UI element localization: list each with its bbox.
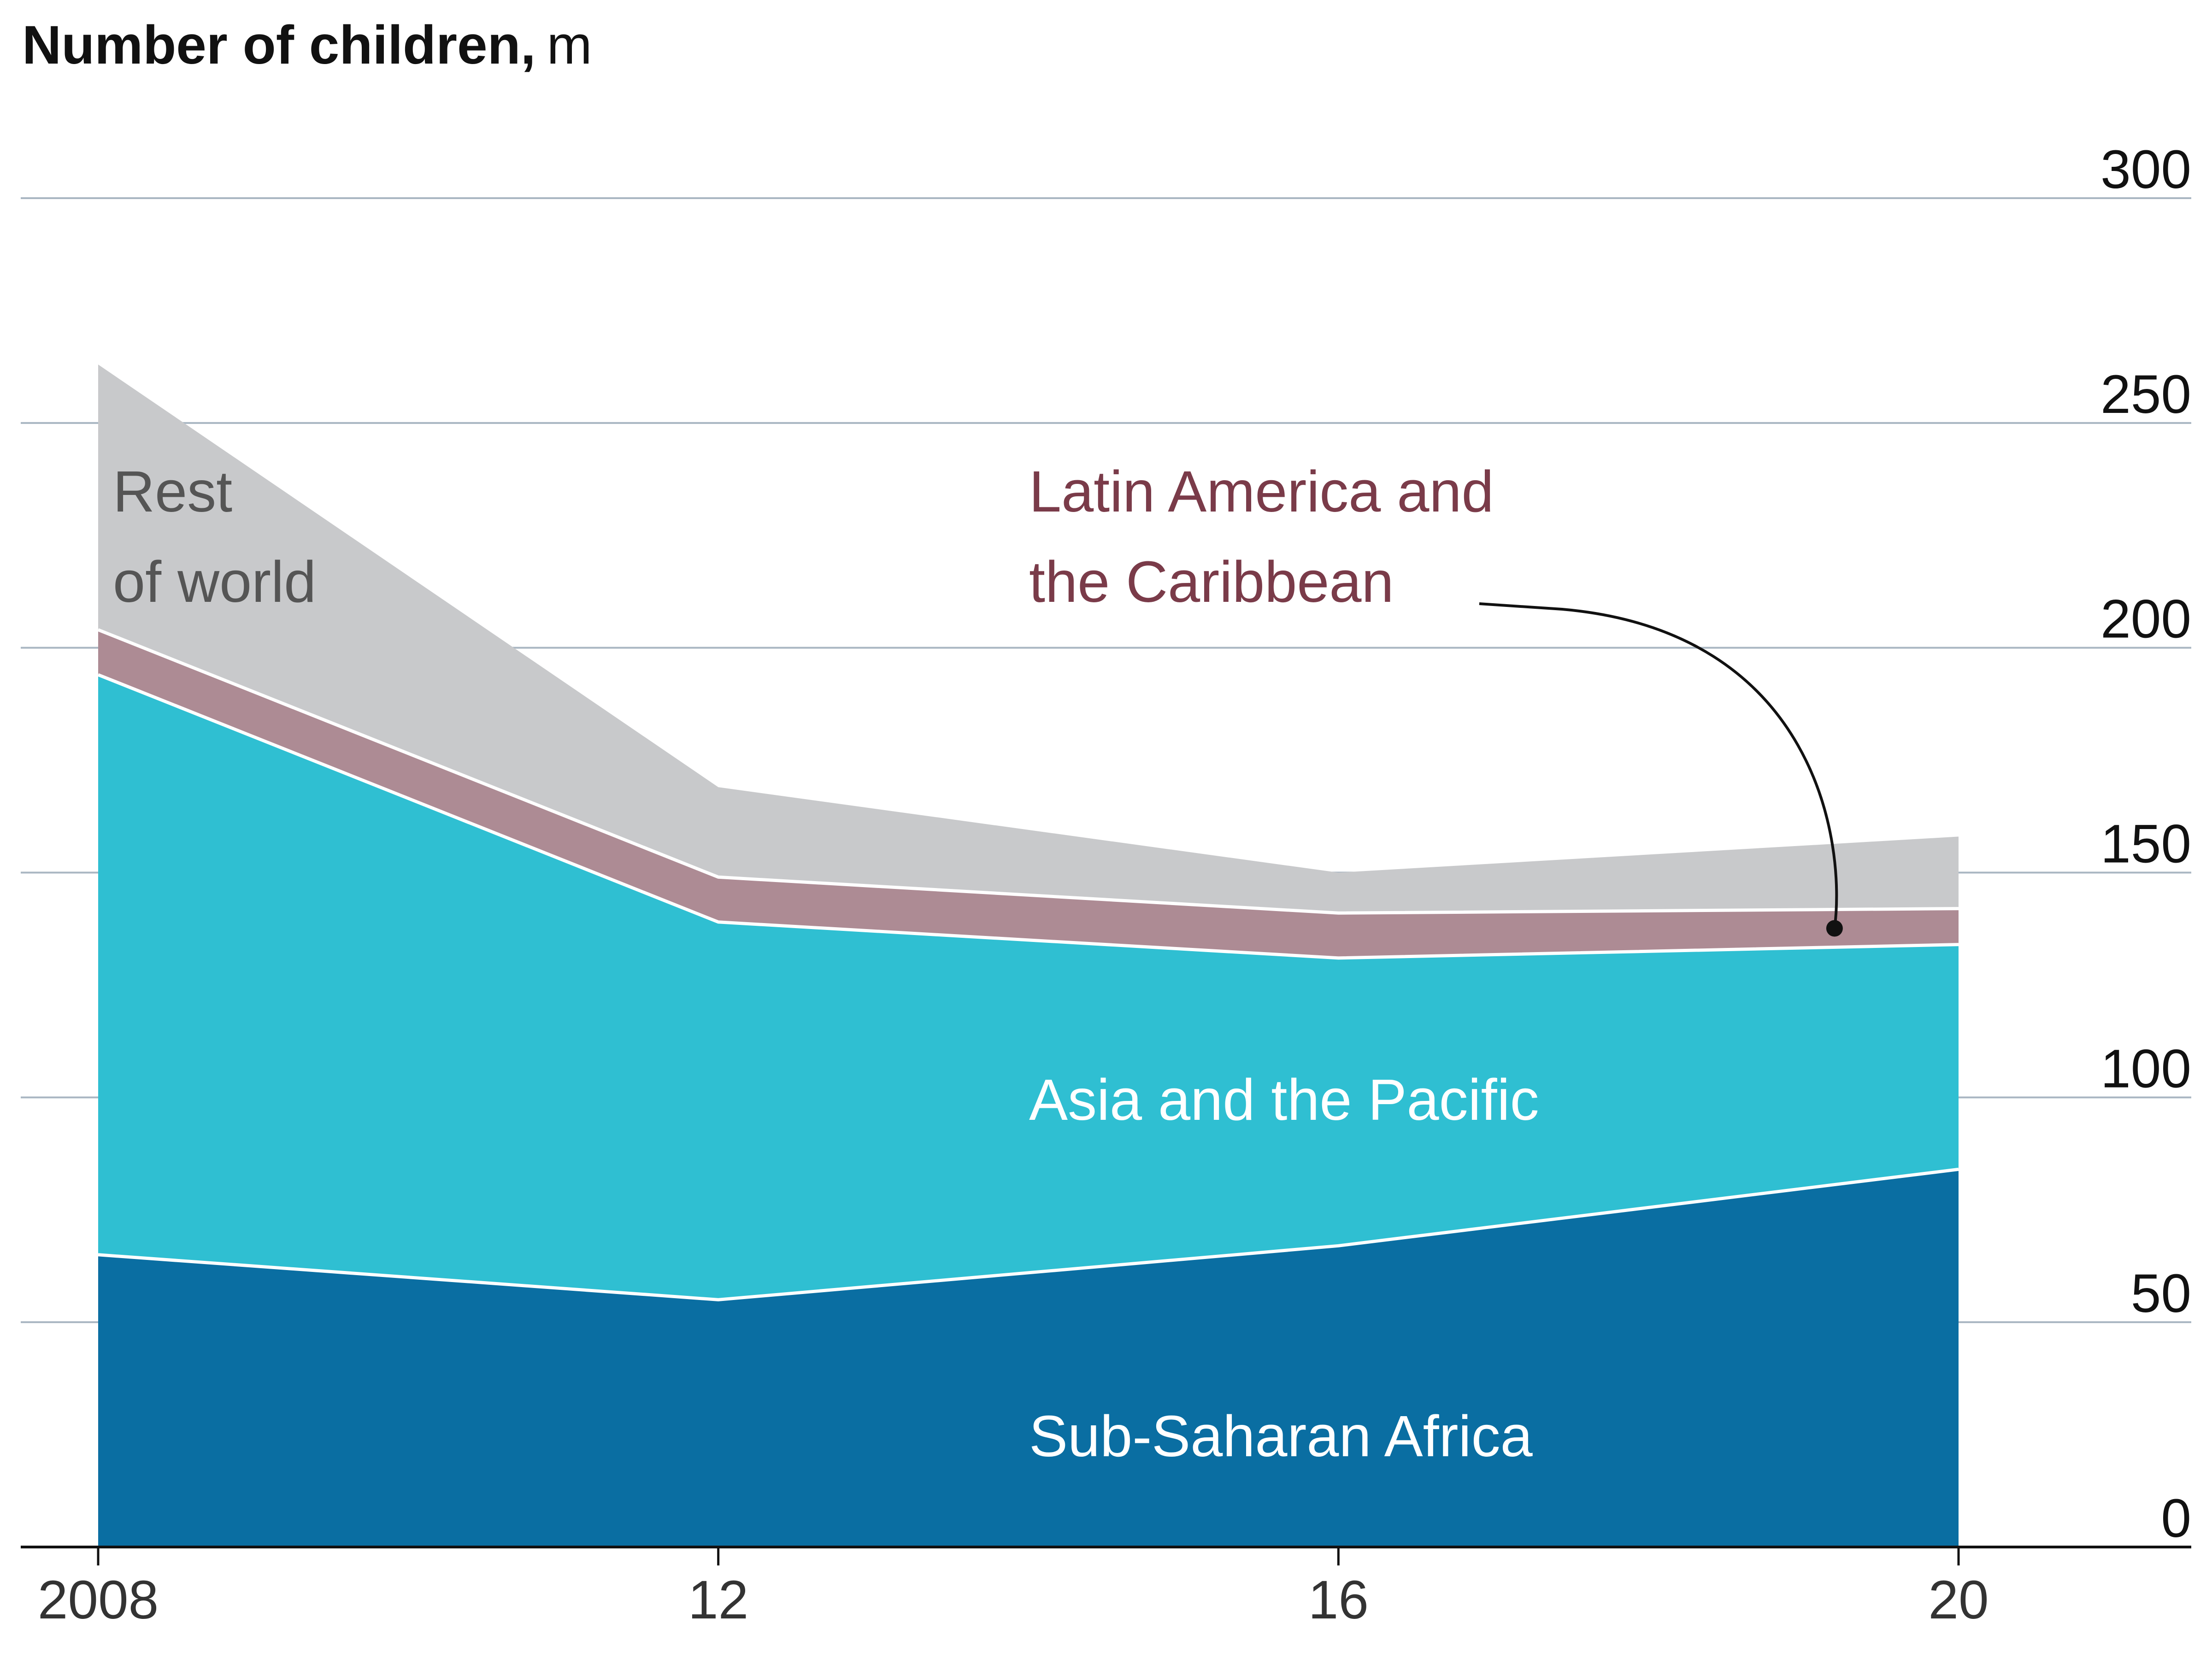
area-rest-of-world	[98, 365, 1959, 913]
y-tick-label: 250	[2100, 364, 2191, 425]
y-tick-label: 150	[2100, 814, 2191, 875]
area-latin-america-and-the-caribbean	[98, 629, 1959, 958]
x-tick-label: 2008	[38, 1570, 159, 1630]
x-axis	[21, 1546, 2191, 1565]
series-boundaries	[97, 628, 1959, 1301]
series-boundary	[97, 628, 1959, 915]
series-boundary	[97, 673, 1959, 960]
chart-title-text: Number of children,	[22, 15, 536, 76]
label-rest-of-world-line: of world	[113, 549, 316, 614]
label-latin-america-and-the-caribbean: Latin America and the Caribbean	[1029, 459, 1494, 614]
label-asia-and-the-pacific: Asia and the Pacific	[1029, 1067, 1539, 1132]
chart-title: Number of children, m	[22, 15, 592, 76]
y-tick-label: 200	[2100, 589, 2191, 650]
label-sub-saharan-africa-line: Sub-Saharan Africa	[1029, 1404, 1533, 1469]
y-tick-label: 100	[2100, 1038, 2191, 1099]
area-series	[98, 365, 1959, 1547]
y-tick-label: 300	[2100, 139, 2191, 200]
series-boundary	[98, 1167, 1959, 1301]
chart-unit: m	[547, 15, 592, 76]
x-tick-label: 20	[1928, 1570, 1988, 1630]
y-tick-label: 50	[2131, 1263, 2191, 1324]
x-tick-label: 16	[1308, 1570, 1369, 1630]
label-latin-america-and-the-caribbean-line: the Caribbean	[1029, 549, 1394, 614]
y-tick-labels: 0 50 100 150 200 250 300	[2100, 139, 2191, 1549]
area-sub-saharan-africa	[98, 1169, 1959, 1547]
area-asia-and-the-pacific	[98, 675, 1959, 1300]
x-tick-labels: 2008 12 16 20	[38, 1570, 1989, 1630]
label-rest-of-world: Rest of world	[113, 459, 316, 614]
label-sub-saharan-africa: Sub-Saharan Africa	[1029, 1404, 1533, 1469]
label-latin-america-and-the-caribbean-line: Latin America and	[1029, 459, 1494, 524]
y-tick-label: 0	[2161, 1488, 2191, 1549]
x-tick-label: 12	[688, 1570, 748, 1630]
label-asia-and-the-pacific-line: Asia and the Pacific	[1029, 1067, 1539, 1132]
series-labels: Sub-Saharan Africa Asia and the Pacific La…	[113, 459, 1539, 1469]
latin-america-callout	[1479, 602, 1843, 937]
callout-line	[1479, 602, 1838, 929]
label-rest-of-world-line: Rest	[113, 459, 232, 524]
callout-dot	[1826, 920, 1843, 937]
